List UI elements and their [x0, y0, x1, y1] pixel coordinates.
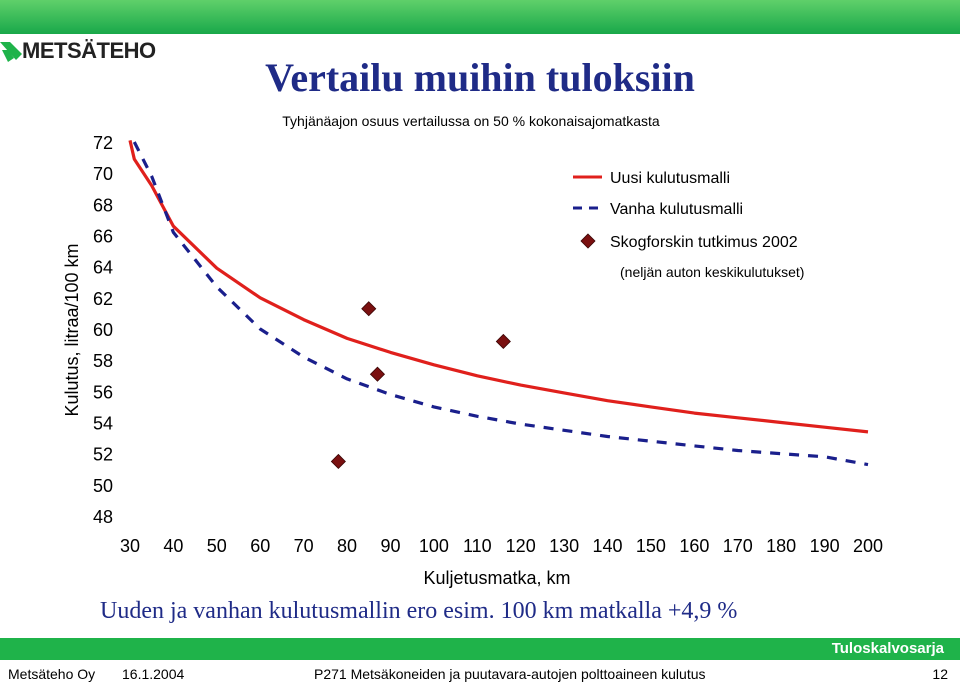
- y-tick-label: 54: [93, 414, 113, 434]
- legend-label-old: Vanha kulutusmalli: [610, 201, 743, 218]
- legend-label-skogforsk: Skogforskin tutkimus 2002: [610, 234, 798, 251]
- top-green-bar: [0, 0, 960, 34]
- skogforsk-point: [495, 333, 511, 350]
- bottom-green-bar: [0, 638, 960, 660]
- footer-page-number: 12: [932, 666, 948, 682]
- y-tick-label: 48: [93, 507, 113, 527]
- y-tick-label: 68: [93, 195, 113, 215]
- chart-legend: Uusi kulutusmalli Vanha kulutusmalli Sko…: [573, 170, 804, 280]
- x-tick-label: 140: [593, 536, 623, 556]
- x-tick-label: 70: [294, 536, 314, 556]
- x-tick-label: 160: [679, 536, 709, 556]
- x-axis-ticks: 30 40 50 60 70 80 90 100 110 120 130 140 150 160 170 18…: [120, 536, 883, 556]
- x-tick-label: 30: [120, 536, 140, 556]
- series-layer: [128, 140, 869, 470]
- x-tick-label: 50: [207, 536, 227, 556]
- y-tick-label: 66: [93, 227, 113, 247]
- x-tick-label: 80: [337, 536, 357, 556]
- x-tick-label: 130: [549, 536, 579, 556]
- chart-subtitle: Tyhjänäajon osuus vertailussa on 50 % ko…: [282, 113, 660, 129]
- x-tick-label: 180: [766, 536, 796, 556]
- legend-note: (neljän auton keskikulutukset): [620, 264, 804, 280]
- x-tick-label: 170: [723, 536, 753, 556]
- footer-date: 16.1.2004: [122, 666, 185, 682]
- x-tick-label: 60: [250, 536, 270, 556]
- legend-marker-skogforsk: [580, 233, 596, 249]
- footer-org: Metsäteho Oy: [8, 666, 96, 682]
- y-tick-label: 50: [93, 476, 113, 496]
- series-line-old-model: [132, 141, 869, 467]
- logo-text: METSÄTEHO: [22, 38, 156, 63]
- legend-label-new: Uusi kulutusmalli: [610, 170, 730, 187]
- y-tick-label: 72: [93, 133, 113, 153]
- y-tick-label: 70: [93, 164, 113, 184]
- y-tick-label: 58: [93, 351, 113, 371]
- y-tick-label: 56: [93, 382, 113, 402]
- y-tick-label: 60: [93, 320, 113, 340]
- skogforsk-point: [330, 453, 346, 470]
- x-tick-label: 100: [419, 536, 449, 556]
- x-axis-label: Kuljetusmatka, km: [423, 568, 570, 588]
- conclusion-text: Uuden ja vanhan kulutusmallin ero esim. …: [100, 598, 738, 624]
- metsateho-logo: [0, 42, 22, 62]
- x-tick-label: 40: [163, 536, 183, 556]
- x-tick-label: 120: [506, 536, 536, 556]
- x-tick-label: 150: [636, 536, 666, 556]
- footer: Metsäteho Oy 16.1.2004 P271 Metsäkoneide…: [0, 662, 960, 683]
- skogforsk-point: [361, 301, 377, 317]
- y-axis-ticks: 48 50 52 54 56 58 60 62 64 66 68 70 72: [93, 133, 113, 527]
- x-tick-label: 190: [810, 536, 840, 556]
- skogforsk-point: [369, 366, 386, 382]
- x-tick-label: 90: [380, 536, 400, 556]
- y-tick-label: 62: [93, 289, 113, 309]
- series-name: Tuloskalvosarja: [831, 640, 944, 657]
- series-line-new-model: [128, 140, 869, 434]
- x-tick-label: 200: [853, 536, 883, 556]
- consumption-chart: 48 50 52 54 56 58 60 62 64 66 68 70 72 30 40 50 60 70 80 9…: [62, 133, 883, 588]
- footer-project: P271 Metsäkoneiden ja puutavara-autojen …: [314, 666, 706, 682]
- y-tick-label: 64: [93, 258, 113, 278]
- y-tick-label: 52: [93, 445, 113, 465]
- x-tick-label: 110: [463, 536, 492, 556]
- page-title: Vertailu muihin tuloksiin: [265, 55, 695, 100]
- y-axis-label: Kulutus, litraa/100 km: [62, 243, 82, 416]
